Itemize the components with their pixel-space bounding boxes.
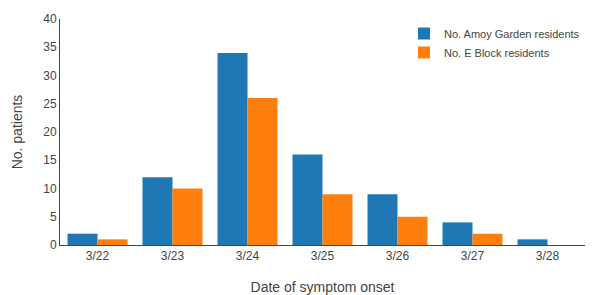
svg-text:3/22: 3/22 <box>86 249 110 263</box>
svg-text:30: 30 <box>43 69 57 83</box>
svg-text:No. E Block residents: No. E Block residents <box>444 47 550 59</box>
svg-text:15: 15 <box>43 153 57 167</box>
svg-text:40: 40 <box>43 12 57 26</box>
svg-text:5: 5 <box>50 210 57 224</box>
svg-text:10: 10 <box>43 182 57 196</box>
svg-text:No. patients: No. patients <box>9 95 25 170</box>
svg-text:3/27: 3/27 <box>461 249 485 263</box>
svg-text:3/28: 3/28 <box>536 249 560 263</box>
svg-text:35: 35 <box>43 40 57 54</box>
svg-text:0: 0 <box>50 238 57 252</box>
svg-text:No. Amoy Garden residents: No. Amoy Garden residents <box>444 28 580 40</box>
svg-text:3/23: 3/23 <box>161 249 185 263</box>
svg-text:Date of symptom onset: Date of symptom onset <box>251 279 395 295</box>
svg-text:3/25: 3/25 <box>311 249 335 263</box>
svg-text:3/24: 3/24 <box>236 249 260 263</box>
svg-text:25: 25 <box>43 97 57 111</box>
svg-text:3/26: 3/26 <box>386 249 410 263</box>
svg-text:20: 20 <box>43 125 57 139</box>
